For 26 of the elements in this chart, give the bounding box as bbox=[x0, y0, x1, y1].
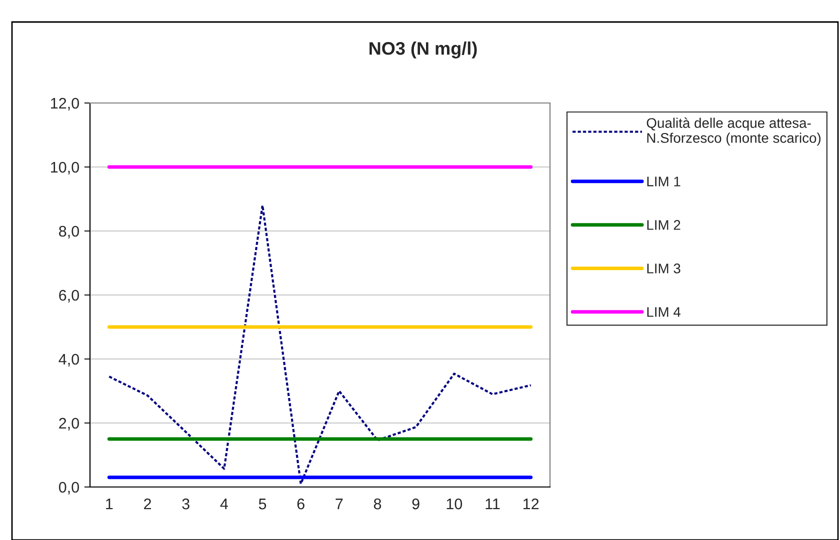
x-tick-label: 6 bbox=[297, 498, 304, 510]
x-tick-label: 7 bbox=[336, 498, 343, 510]
x-tick-label: 3 bbox=[182, 498, 190, 510]
x-tick-label: 1 bbox=[106, 498, 113, 510]
legend-label: LIM 4 bbox=[647, 307, 680, 317]
chart-title: NO3 (N mg/l) bbox=[370, 42, 477, 58]
x-tick-label: 10 bbox=[446, 498, 462, 510]
x-tick-label: 4 bbox=[220, 498, 228, 510]
x-tick-label: 11 bbox=[486, 498, 500, 510]
y-tick-label: 2,0 bbox=[59, 418, 79, 430]
x-tick-label: 8 bbox=[374, 498, 382, 510]
y-tick-label: 10,0 bbox=[51, 162, 79, 174]
legend-label: LIM 1 bbox=[647, 176, 680, 186]
y-tick-label: 12,0 bbox=[51, 98, 79, 110]
legend-label: Qualità delle acque attesa-N.Sforzesco (monte scarico) bbox=[646, 118, 821, 146]
x-tick-label: 5 bbox=[258, 498, 266, 510]
y-tick-label: 0,0 bbox=[58, 482, 79, 494]
y-tick-label: 4,0 bbox=[58, 354, 79, 366]
line-series bbox=[108, 204, 532, 485]
y-tick-label: 8,0 bbox=[59, 226, 79, 238]
x-tick-label: 12 bbox=[524, 498, 539, 510]
legend-label: LIM 3 bbox=[647, 264, 680, 274]
y-tick-label: 6,0 bbox=[59, 290, 79, 302]
legend-label: LIM 2 bbox=[647, 220, 680, 230]
x-tick-label: 2 bbox=[144, 498, 151, 510]
x-tick-label: 9 bbox=[412, 498, 420, 510]
